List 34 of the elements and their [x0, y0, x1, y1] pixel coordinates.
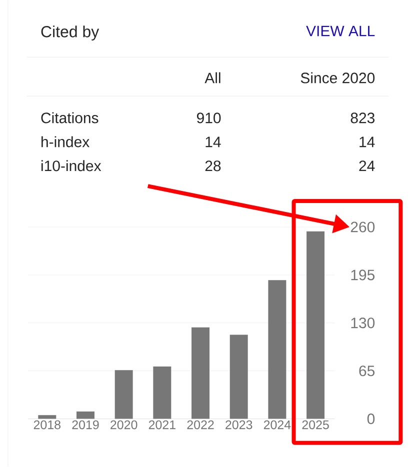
x-tick-label: 2022	[187, 420, 214, 430]
text: 28	[206, 160, 221, 172]
y-tick-label: 65	[359, 366, 375, 376]
bar	[153, 366, 172, 419]
x-tick-label: 2023	[226, 420, 252, 430]
text: 823	[350, 112, 375, 124]
text: 14	[360, 136, 375, 148]
chart-title: Cited by	[41, 26, 100, 40]
y-tick-label: 130	[351, 318, 375, 328]
bar	[268, 280, 286, 419]
x-tick-label: 2025	[302, 420, 330, 430]
text: Citations	[41, 112, 98, 124]
y-tick-label: 195	[351, 270, 375, 280]
bar	[230, 334, 248, 419]
bar	[76, 411, 95, 419]
text: 910	[197, 112, 221, 124]
text: 24	[359, 160, 375, 172]
bar	[115, 370, 133, 419]
text: Since 2020	[301, 72, 375, 84]
y-tick-label: 0	[368, 414, 375, 424]
x-tick-label: 2020	[110, 420, 138, 430]
x-tick-label: 2024	[264, 420, 291, 430]
bar	[192, 327, 210, 419]
text: i10-index	[42, 160, 102, 172]
bar	[306, 231, 325, 419]
x-tick-label: 2019	[72, 420, 99, 430]
bar	[38, 415, 56, 419]
x-tick-label: 2021	[149, 420, 176, 430]
text: h-index	[42, 136, 90, 148]
y-tick-label: 260	[351, 222, 375, 232]
x-tick-label: 2018	[34, 420, 61, 430]
text: All	[204, 72, 220, 84]
text: 14	[206, 136, 222, 148]
text: VIEW ALL	[306, 26, 375, 36]
